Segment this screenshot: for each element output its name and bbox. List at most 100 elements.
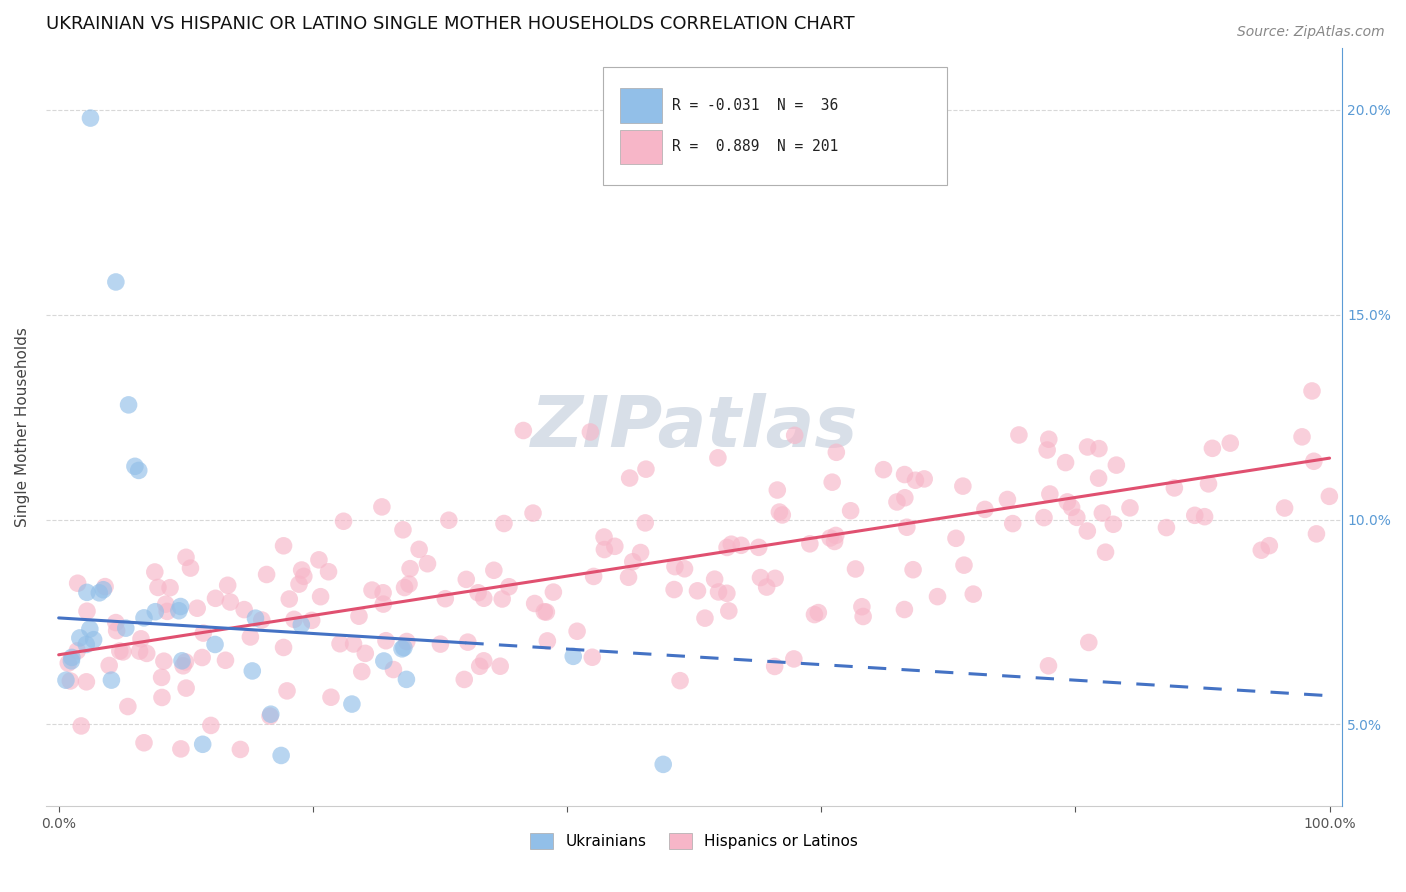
Point (522, 506, 544, 520)
Point (1250, 543, 1272, 558)
Point (186, 601, 208, 615)
Point (603, 539, 626, 553)
Point (748, 541, 770, 555)
Point (288, 577, 311, 591)
Point (824, 528, 846, 542)
Point (1301, 384, 1323, 398)
FancyBboxPatch shape (620, 87, 662, 123)
Point (565, 624, 588, 639)
Point (117, 699, 139, 714)
Point (89, 586, 111, 600)
Point (104, 275, 127, 289)
Point (111, 645, 134, 659)
Point (94, 580, 117, 594)
Point (143, 565, 166, 579)
Point (492, 516, 515, 531)
Point (395, 634, 418, 648)
Point (191, 737, 214, 751)
Point (392, 640, 415, 655)
Point (952, 479, 974, 493)
Point (278, 592, 301, 607)
Point (233, 602, 256, 616)
Point (893, 467, 915, 482)
Point (318, 565, 340, 579)
Point (468, 659, 491, 673)
Point (783, 428, 806, 442)
Point (1274, 501, 1296, 516)
Point (250, 613, 273, 627)
Point (581, 650, 603, 665)
Legend: Ukrainians, Hispanics or Latinos: Ukrainians, Hispanics or Latinos (524, 828, 865, 855)
Point (59, 673, 82, 688)
Point (79, 111, 101, 125)
Point (391, 641, 413, 656)
Point (146, 581, 169, 595)
Point (763, 659, 786, 673)
Point (260, 707, 283, 722)
Point (308, 553, 330, 567)
Point (273, 640, 295, 655)
Point (174, 550, 197, 565)
FancyBboxPatch shape (603, 68, 946, 185)
Point (825, 445, 848, 459)
Point (167, 604, 190, 618)
Point (55, 673, 77, 688)
Point (630, 545, 652, 559)
Point (1033, 510, 1056, 524)
Point (100, 673, 122, 687)
Point (927, 590, 949, 604)
Point (1184, 508, 1206, 523)
Point (114, 621, 136, 635)
Point (373, 654, 395, 668)
Point (124, 459, 146, 474)
Point (749, 571, 772, 585)
Point (375, 633, 398, 648)
Point (153, 654, 176, 668)
Point (1088, 442, 1111, 456)
Point (200, 718, 222, 732)
Point (1076, 524, 1098, 538)
Point (533, 605, 555, 619)
Point (453, 673, 475, 687)
Point (662, 582, 685, 597)
Point (66, 644, 89, 658)
Point (457, 635, 479, 649)
Point (472, 654, 495, 668)
Point (395, 673, 418, 687)
Point (301, 613, 323, 627)
Point (1076, 440, 1098, 454)
Point (128, 644, 150, 658)
Point (491, 592, 513, 607)
Point (156, 604, 179, 618)
Point (1291, 430, 1313, 444)
Point (342, 637, 364, 651)
Point (98, 658, 121, 673)
Point (70, 719, 93, 733)
Point (239, 630, 262, 644)
Point (1105, 458, 1128, 472)
Point (768, 505, 790, 519)
Point (273, 539, 295, 553)
Point (1060, 500, 1083, 515)
Point (174, 681, 197, 695)
Point (839, 504, 862, 518)
Text: Source: ZipAtlas.com: Source: ZipAtlas.com (1237, 25, 1385, 39)
Point (91, 582, 114, 597)
Point (105, 624, 128, 638)
Point (763, 571, 786, 585)
Point (686, 583, 709, 598)
Point (962, 587, 984, 601)
Point (1001, 516, 1024, 531)
Point (159, 581, 181, 595)
Point (1201, 442, 1223, 456)
Point (392, 523, 415, 537)
Point (912, 472, 935, 486)
Point (894, 491, 917, 505)
Point (634, 516, 657, 530)
Point (467, 586, 489, 600)
Point (901, 563, 924, 577)
Point (824, 534, 846, 549)
Point (799, 537, 821, 551)
Point (582, 569, 605, 583)
Point (664, 559, 686, 574)
